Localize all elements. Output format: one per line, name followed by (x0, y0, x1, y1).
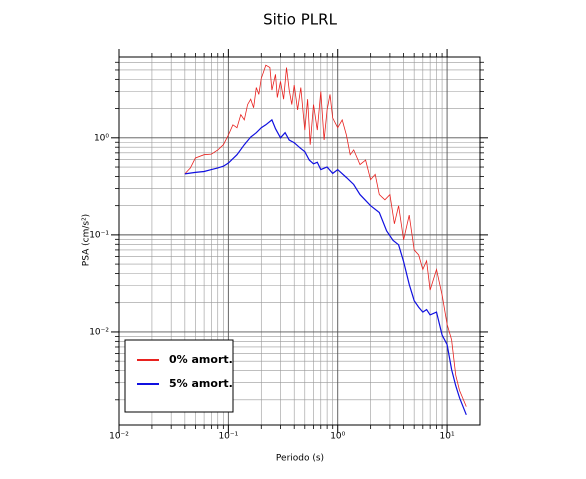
y-tick-label: 10⁻² (89, 327, 109, 337)
x-tick-label: 10¹ (440, 432, 455, 442)
x-tick-label: 10⁻¹ (218, 432, 238, 442)
x-tick-label: 10⁻² (109, 432, 129, 442)
series-line (184, 64, 467, 407)
legend-label: 0% amort. (169, 353, 233, 366)
y-tick-label: 10⁻¹ (89, 230, 109, 240)
x-tick-label: 10⁰ (330, 432, 345, 442)
chart-title: Sitio PLRL (263, 11, 338, 29)
y-axis-label: PSA (cm/s²) (82, 214, 92, 266)
legend-box (124, 339, 234, 413)
y-tick-label: 10⁰ (94, 133, 109, 143)
plot-frame (118, 56, 481, 426)
series-line (184, 118, 467, 416)
x-axis-label: Periodo (s) (276, 454, 324, 464)
legend-label: 5% amort. (169, 377, 233, 390)
